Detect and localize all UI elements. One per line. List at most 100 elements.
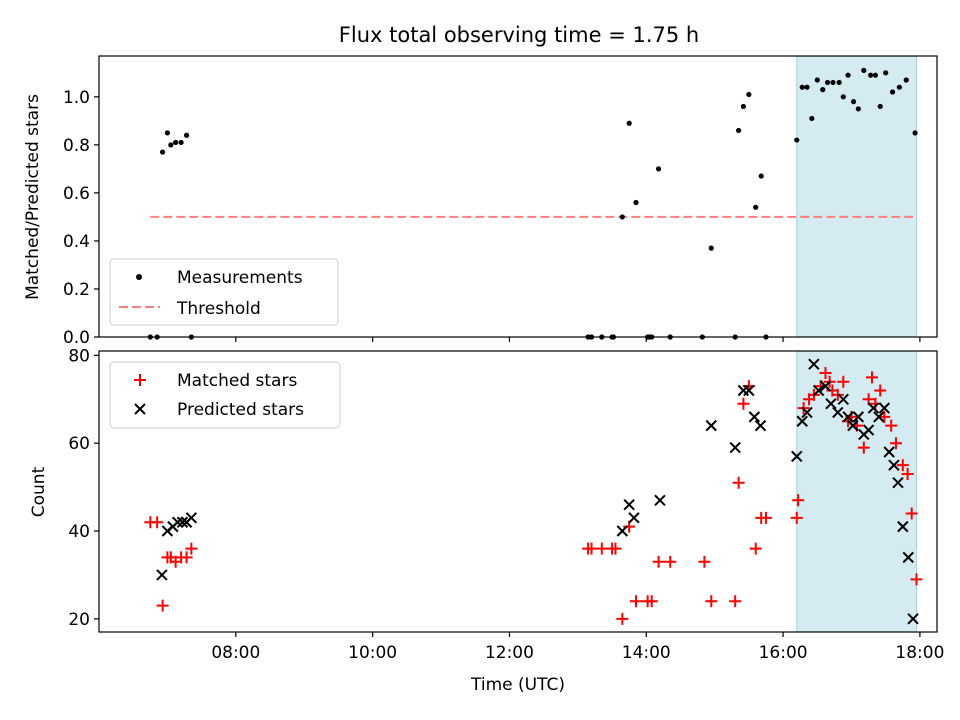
- predicted-star-point: [185, 512, 198, 524]
- bottom-axes-frame: [98, 350, 938, 633]
- top-y-tick-label: 0.4: [63, 232, 90, 252]
- legend-measurements-marker: [136, 274, 142, 280]
- bottom-shaded-region: [796, 350, 917, 633]
- measurement-point: [855, 106, 861, 112]
- matched-star-point: [645, 595, 658, 608]
- matched-star-point: [664, 555, 677, 568]
- top-axes-frame: [98, 55, 938, 338]
- bottom-x-tick-label: 10:00: [348, 643, 397, 663]
- matched-star-point: [792, 494, 805, 507]
- matched-star-point: [889, 437, 902, 450]
- bottom-x-tick-label: 18:00: [895, 643, 944, 663]
- measurement-point: [820, 87, 826, 93]
- matched-star-point: [585, 542, 598, 555]
- top-legend: Measurements Threshold: [109, 258, 339, 326]
- predicted-star-point: [808, 358, 820, 370]
- predicted-star-point: [754, 419, 767, 432]
- legend-measurements-label: Measurements: [177, 268, 303, 288]
- matched-star-point: [729, 595, 742, 608]
- measurement-point: [178, 139, 184, 146]
- matched-star-point: [857, 441, 870, 454]
- bottom-y-tick-label: 20: [68, 610, 90, 630]
- matched-star-point: [151, 516, 164, 529]
- predicted-star-point: [796, 415, 808, 427]
- top-legend-box: [109, 258, 339, 326]
- matched-star-point: [156, 599, 169, 612]
- chart-title: Flux total observing time = 1.75 h: [339, 23, 699, 47]
- measurement-point: [173, 139, 179, 146]
- matched-star-point: [874, 384, 887, 397]
- measurement-point: [883, 70, 889, 76]
- predicted-star-point: [847, 419, 859, 432]
- matched-star-point: [749, 542, 762, 555]
- measurement-point: [160, 149, 166, 155]
- top-y-tick-label: 0.8: [63, 136, 90, 156]
- matched-star-point: [652, 555, 665, 568]
- legend-matched-label: Matched stars: [177, 371, 297, 391]
- measurement-point: [903, 77, 909, 83]
- measurement-point: [840, 94, 846, 100]
- bottom-x-tick-label: 12:00: [485, 643, 534, 663]
- measurement-point: [619, 214, 625, 220]
- measurement-point: [845, 72, 851, 78]
- bottom-y-axis-label: Count: [29, 466, 49, 517]
- legend-predicted-label: Predicted stars: [177, 400, 304, 420]
- predicted-star-point: [862, 424, 875, 436]
- predicted-star-point: [825, 397, 837, 410]
- measurement-point: [814, 77, 820, 83]
- measurement-point: [868, 72, 874, 78]
- predicted-star-point: [748, 411, 761, 423]
- measurement-point: [183, 132, 190, 138]
- top-panel: 0.0 0.2 0.4 0.6 0.8 1.0 Matched/Predicted sta…: [23, 55, 938, 348]
- measurement-point: [740, 103, 747, 110]
- measurement-point: [824, 79, 831, 86]
- predicted-star-point: [171, 516, 184, 528]
- matched-star-point: [759, 511, 772, 524]
- top-y-axis-label: Matched/Predicted stars: [23, 94, 43, 300]
- matched-star-point: [609, 542, 622, 555]
- matched-star-point: [878, 410, 891, 423]
- matched-star-point: [901, 467, 914, 480]
- top-y-tick-label: 1.0: [63, 88, 90, 108]
- predicted-star-point: [654, 494, 666, 506]
- predicted-star-point: [842, 411, 854, 423]
- predicted-star-point: [743, 384, 755, 397]
- matched-star-point: [595, 542, 608, 555]
- predicted-star-point: [878, 402, 891, 414]
- measurement-point: [836, 79, 842, 86]
- measurement-point: [746, 91, 752, 98]
- measurement-point: [633, 199, 639, 206]
- predicted-star-point: [801, 406, 813, 419]
- measurement-point: [830, 79, 836, 86]
- bottom-legend: Matched stars Predicted stars: [109, 361, 341, 429]
- matched-star-point: [837, 375, 850, 388]
- predicted-star-point: [791, 450, 803, 463]
- measurement-point: [626, 120, 632, 126]
- matched-star-point: [905, 507, 918, 520]
- matched-star-point: [866, 371, 879, 384]
- predicted-star-point: [907, 613, 919, 625]
- measurement-point: [877, 103, 883, 110]
- predicted-star-point: [888, 459, 900, 471]
- bottom-y-tick-label: 40: [68, 522, 90, 542]
- predicted-star-point: [902, 551, 914, 564]
- measurement-point: [708, 245, 714, 251]
- predicted-star-point: [883, 446, 895, 458]
- measurement-point: [809, 115, 815, 122]
- bottom-x-tick-label: 08:00: [211, 643, 260, 663]
- bottom-legend-box: [109, 361, 341, 429]
- matched-star-point: [737, 397, 750, 410]
- legend-matched-marker: [134, 374, 146, 386]
- measurement-point: [896, 84, 902, 90]
- measurement-point: [794, 137, 800, 143]
- matched-star-point: [896, 459, 909, 472]
- matched-star-point: [910, 573, 923, 586]
- predicted-star-point: [616, 525, 629, 537]
- predicted-star-point: [873, 411, 885, 423]
- measurement-point: [168, 142, 174, 148]
- predicted-star-point: [156, 569, 168, 581]
- measurement-point: [799, 84, 805, 90]
- measurement-point: [850, 99, 857, 105]
- predicted-star-point: [628, 512, 640, 524]
